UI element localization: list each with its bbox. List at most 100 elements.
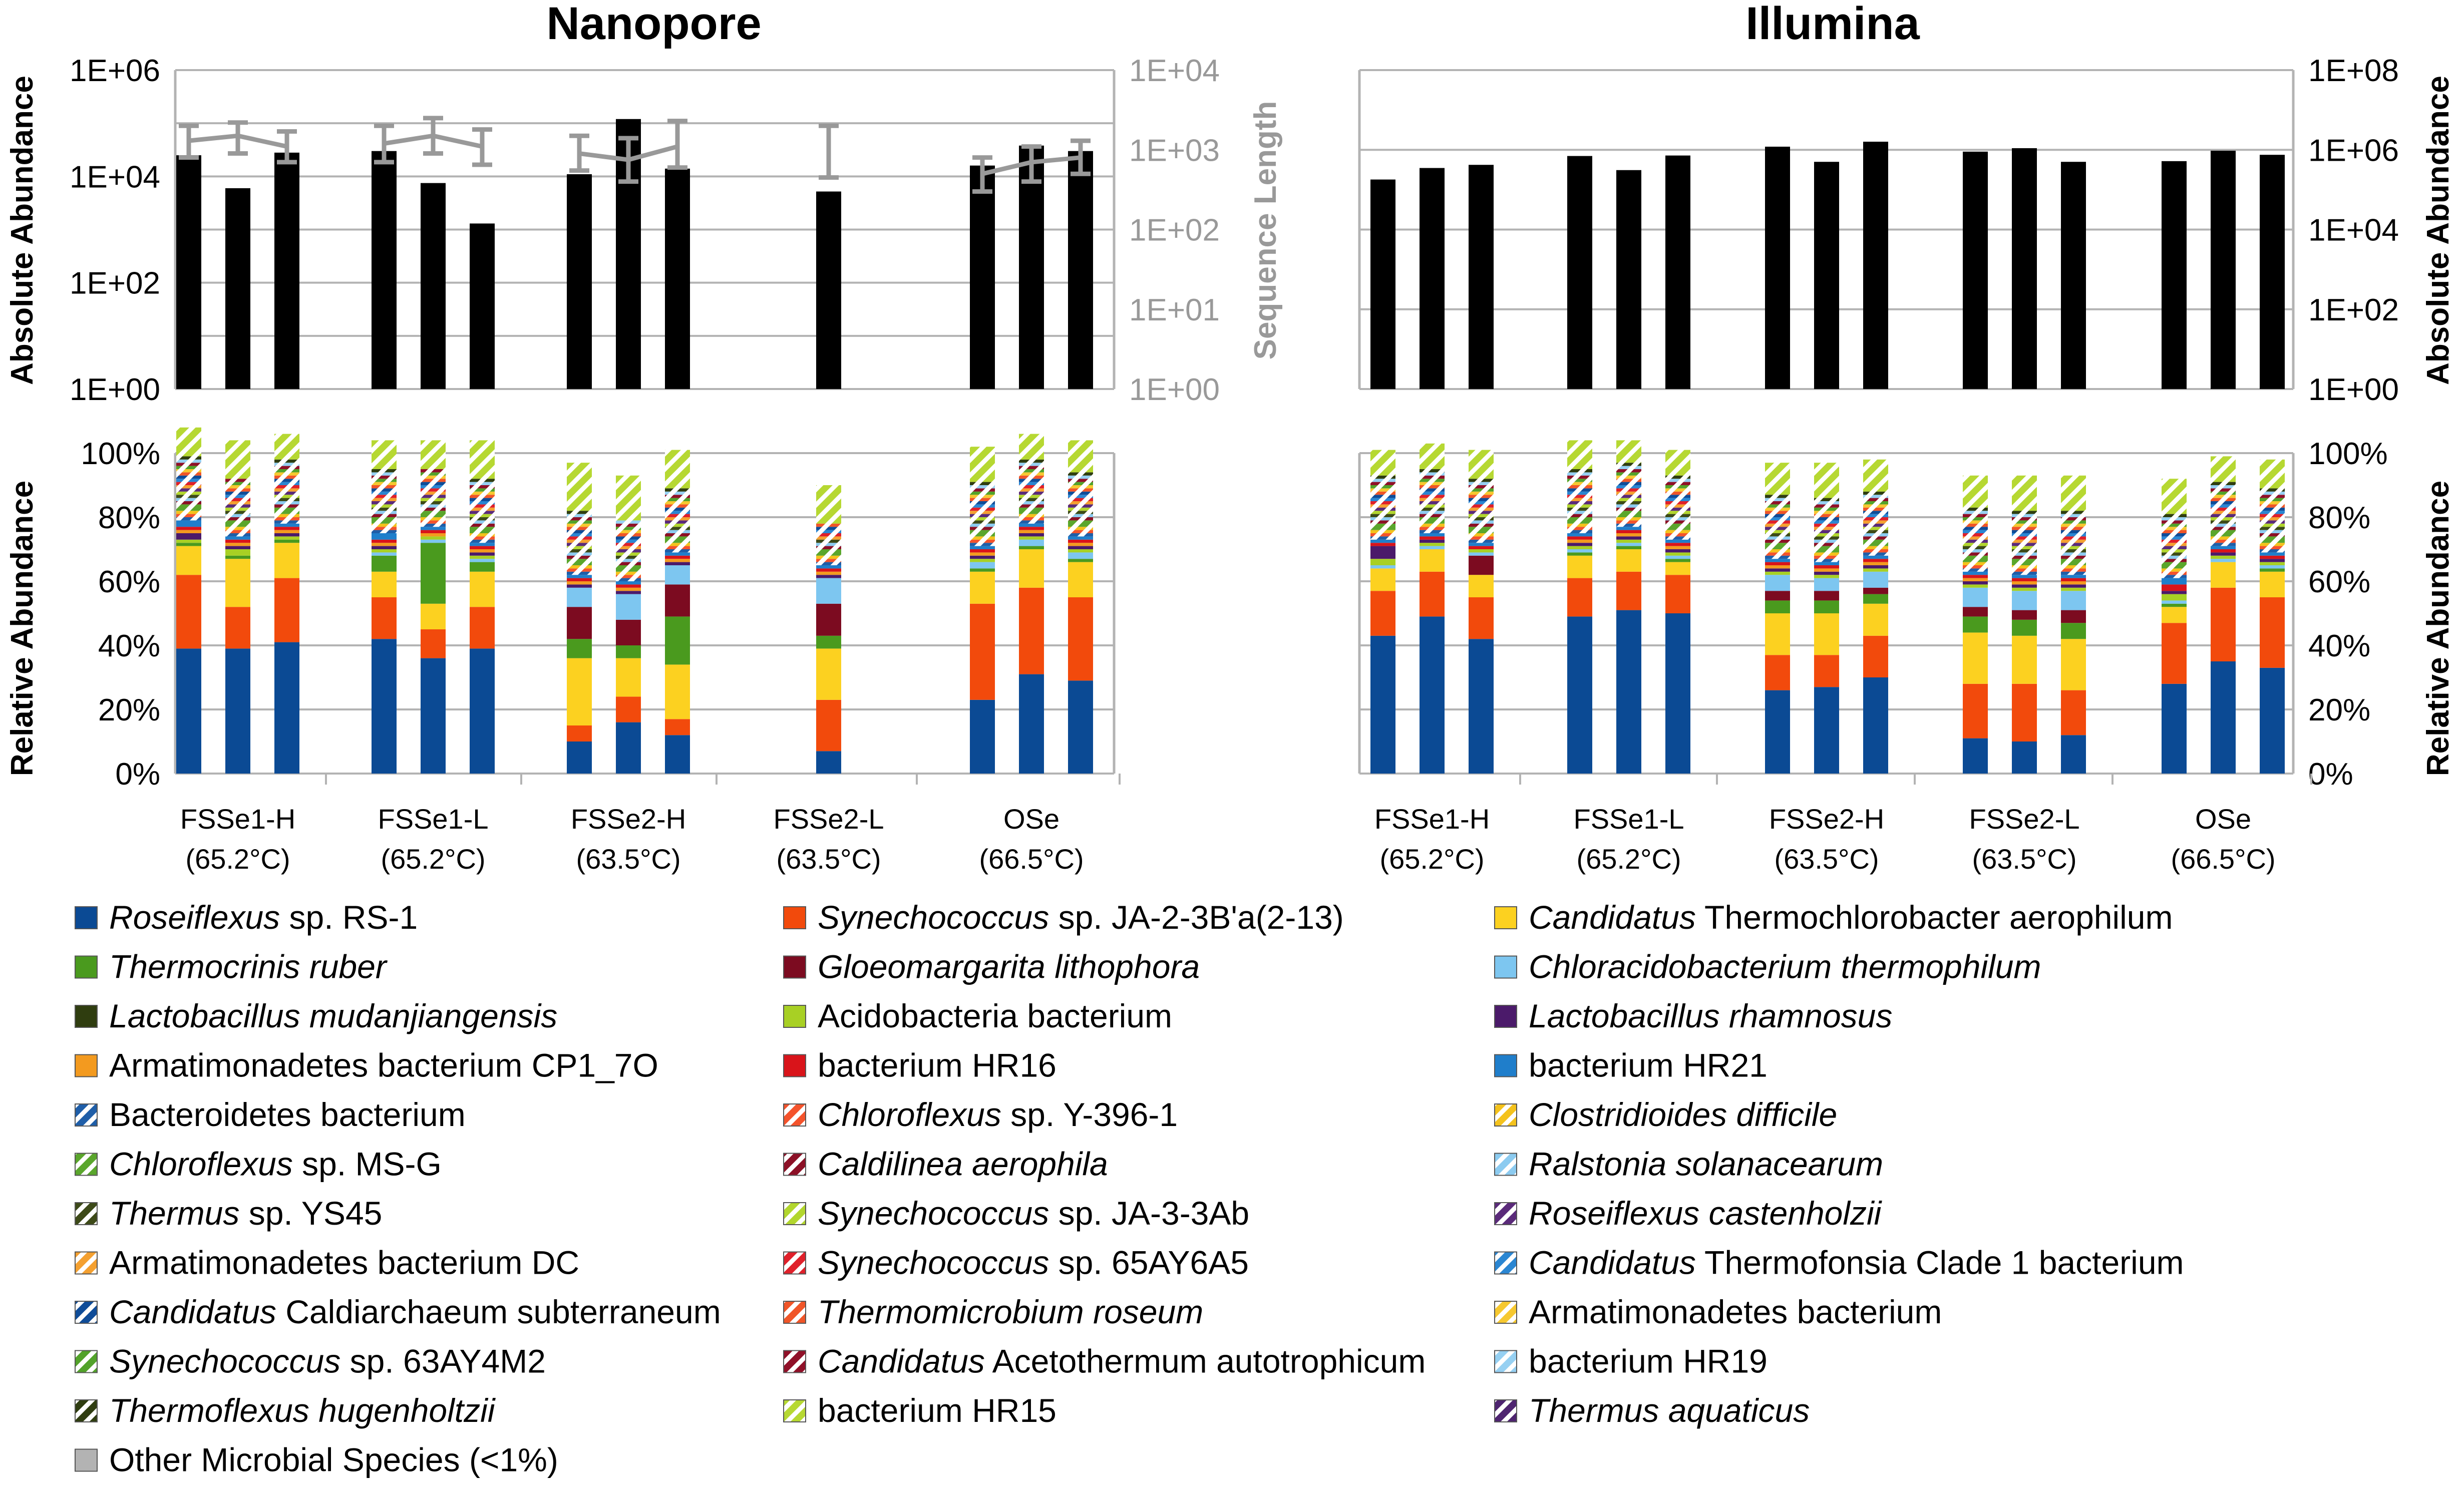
legend-swatch	[75, 1005, 98, 1028]
seq-length-line	[1031, 155, 1081, 165]
legend-label: Roseiflexus castenholzii	[1529, 1195, 1883, 1232]
stack-segment	[470, 555, 495, 559]
stack-segment	[1420, 475, 1445, 479]
stack-segment	[1420, 517, 1445, 524]
legend-label: Chloroflexus sp. MS-G	[109, 1146, 442, 1183]
stack-segment	[2012, 578, 2037, 581]
illumina-relative-chart: 0% 20% 40% 60% 80% 100% FSSe1-H (65.2°C) FSSe1-L…	[1358, 437, 2388, 875]
stack-segment	[1567, 546, 1592, 549]
stack-segment	[421, 517, 446, 521]
stack-segment	[616, 565, 641, 572]
stack-segment	[1963, 607, 1988, 617]
stack-segment	[1616, 523, 1641, 527]
stack-segment	[970, 530, 995, 537]
stack-segment	[1068, 488, 1093, 492]
stack-segment	[616, 619, 641, 645]
stack-segment	[1370, 635, 1395, 774]
stack-segment	[2012, 683, 2037, 741]
abundance-bar	[1420, 168, 1445, 389]
x-tick-label: FSSe1-L	[378, 803, 489, 835]
stack-segment	[1665, 517, 1690, 521]
stack-segment	[2061, 565, 2086, 569]
seq-length-line	[237, 133, 287, 149]
stack-segment	[1068, 498, 1093, 501]
x-tick-temperature: (65.2°C)	[1576, 843, 1681, 875]
legend-label: Ralstonia solanacearum	[1529, 1146, 1883, 1183]
stack-segment	[665, 504, 690, 508]
stack-segment	[1863, 514, 1888, 517]
stack-segment	[970, 536, 995, 540]
stack-segment	[1420, 549, 1445, 572]
stack-segment	[616, 571, 641, 575]
stack-segment	[274, 459, 299, 463]
stack-segment	[970, 555, 995, 559]
illumina-absolute-chart: 1E+00 1E+02 1E+04 1E+06 1E+08	[1358, 54, 2399, 407]
stack-segment	[2162, 552, 2187, 556]
stack-segment	[274, 507, 299, 514]
stack-segment	[1469, 514, 1494, 517]
legend-item: Bacteroidetes bacterium	[75, 1096, 466, 1133]
stack-segment	[1765, 539, 1790, 543]
stack-segment	[470, 533, 495, 537]
stack-segment	[1567, 469, 1592, 473]
stack-segment	[1814, 536, 1839, 540]
legend-swatch	[75, 1153, 98, 1176]
stack-segment	[1963, 543, 1988, 546]
stack-segment	[616, 575, 641, 578]
stack-segment	[470, 498, 495, 501]
stack-segment	[1665, 495, 1690, 498]
stack-segment	[470, 549, 495, 553]
x-tick-label: FSSe1-H	[180, 803, 295, 835]
legend-item: Gloeomargarita lithophora	[783, 948, 1200, 985]
stack-segment	[1019, 507, 1044, 514]
stack-segment	[1068, 597, 1093, 681]
stack-segment	[970, 498, 995, 501]
stack-segment	[816, 485, 841, 524]
stack-segment	[176, 479, 201, 482]
stack-segment	[1665, 511, 1690, 514]
stack-segment	[2162, 603, 2187, 607]
legend-swatch	[75, 1054, 98, 1077]
legend-label: bacterium HR15	[818, 1392, 1057, 1429]
legend-item: Armatimonadetes bacterium DC	[75, 1244, 579, 1281]
stack-segment	[567, 539, 592, 543]
stack-segment	[2012, 543, 2037, 546]
stack-segment	[1765, 555, 1790, 559]
stack-segment	[470, 501, 495, 505]
y2-tick-label: 1E+00	[1129, 373, 1220, 407]
stack-segment	[1469, 491, 1494, 495]
stack-segment	[470, 520, 495, 524]
stack-segment	[2162, 559, 2187, 562]
stack-segment	[816, 648, 841, 700]
stack-segment	[1469, 520, 1494, 524]
stack-segment	[2061, 639, 2086, 690]
stack-segment	[2211, 491, 2236, 495]
stack-segment	[225, 514, 250, 517]
stack-segment	[1863, 501, 1888, 505]
stack-segment	[372, 491, 397, 495]
stack-segment	[1616, 482, 1641, 485]
legend-item: Thermus aquaticus	[1494, 1392, 1810, 1429]
stack-segment	[2012, 517, 2037, 521]
legend-item: Acidobacteria bacterium	[783, 997, 1172, 1034]
legend-swatch	[783, 1399, 806, 1422]
stack-segment	[225, 482, 250, 485]
stack-segment	[2012, 610, 2037, 620]
abundance-bar	[2162, 161, 2187, 389]
stack-segment	[1420, 443, 1445, 469]
stack-segment	[1370, 543, 1395, 546]
stack-segment	[421, 440, 446, 469]
stack-segment	[372, 475, 397, 479]
stack-segment	[1567, 495, 1592, 498]
stack-segment	[816, 565, 841, 569]
stack-segment	[1863, 587, 1888, 594]
stack-segment	[274, 498, 299, 501]
stack-segment	[1963, 533, 1988, 537]
stack-segment	[1665, 562, 1690, 575]
stack-segment	[1765, 552, 1790, 556]
stack-segment	[421, 527, 446, 530]
stack-segment	[372, 530, 397, 533]
stack-segment	[1616, 527, 1641, 530]
stack-segment	[1616, 533, 1641, 537]
stack-segment	[176, 543, 201, 546]
